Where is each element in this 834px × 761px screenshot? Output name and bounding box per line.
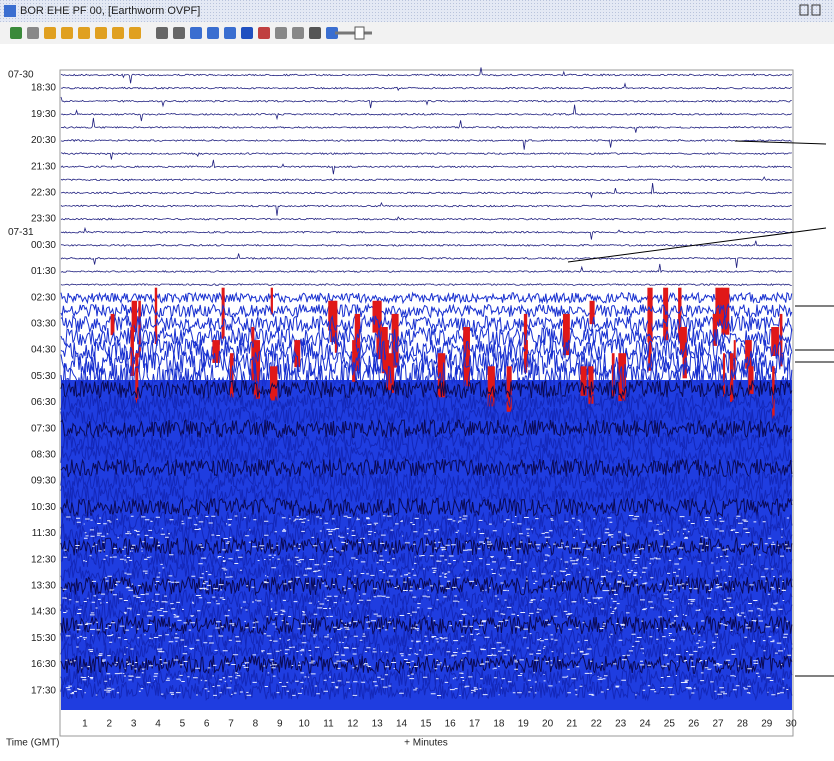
toolbar-button[interactable] [173, 27, 185, 39]
x-tick-label: 13 [372, 719, 384, 730]
x-tick-label: 27 [712, 719, 724, 730]
time-label: 17:30 [31, 685, 56, 696]
toolbar-button[interactable] [78, 27, 90, 39]
time-label: 14:30 [31, 607, 56, 618]
time-label: 02:30 [31, 292, 56, 303]
app-icon [4, 5, 16, 17]
time-label: 07:30 [31, 423, 56, 434]
date-label: 07-30 [8, 70, 34, 81]
x-tick-label: 1 [82, 719, 88, 730]
time-label: 20:30 [31, 135, 56, 146]
date-label: 07-31 [8, 227, 34, 238]
time-label: 04:30 [31, 345, 56, 356]
x-tick-label: 29 [761, 719, 773, 730]
time-label: 15:30 [31, 633, 56, 644]
x-tick-label: 4 [155, 719, 161, 730]
time-label: 09:30 [31, 476, 56, 487]
toolbar-button[interactable] [207, 27, 219, 39]
time-label: 01:30 [31, 266, 56, 277]
x-tick-label: 14 [396, 719, 408, 730]
time-label: 03:30 [31, 319, 56, 330]
toolbar-button[interactable] [112, 27, 124, 39]
clipped-spike [222, 288, 225, 339]
toolbar-button[interactable] [95, 27, 107, 39]
toolbar-button[interactable] [27, 27, 39, 39]
time-label: 08:30 [31, 450, 56, 461]
toolbar-button[interactable] [292, 27, 304, 39]
time-label: 10:30 [31, 502, 56, 513]
x-tick-label: 24 [639, 719, 651, 730]
x-tick-label: 20 [542, 719, 554, 730]
x-tick-label: 6 [204, 719, 210, 730]
x-tick-label: 11 [323, 719, 334, 730]
x-axis-label: + Minutes [404, 738, 448, 749]
clipped-spike [270, 366, 277, 400]
x-tick-label: 21 [566, 719, 578, 730]
toolbar-button[interactable] [241, 27, 253, 39]
x-tick-label: 7 [228, 719, 234, 730]
page: BOR EHE PF 00, [Earthworm OVPF] 07-30 07-… [0, 0, 834, 756]
time-label: 00:30 [31, 240, 56, 251]
toolbar-button[interactable] [156, 27, 168, 39]
window: BOR EHE PF 00, [Earthworm OVPF] 07-30 07-… [0, 0, 834, 756]
time-label: 12:30 [31, 554, 56, 565]
x-tick-label: 26 [688, 719, 700, 730]
time-label: 19:30 [31, 109, 56, 120]
x-tick-label: 28 [737, 719, 749, 730]
toolbar-button[interactable] [129, 27, 141, 39]
time-label: 18:30 [31, 83, 56, 94]
y-axis-label: Time (GMT) [6, 738, 60, 749]
x-tick-label: 19 [518, 719, 530, 730]
x-tick-label: 12 [347, 719, 359, 730]
x-tick-label: 15 [420, 719, 432, 730]
x-tick-label: 23 [615, 719, 627, 730]
time-label: 23:30 [31, 214, 56, 225]
x-tick-label: 2 [107, 719, 113, 730]
toolbar-button[interactable] [61, 27, 73, 39]
time-label: 06:30 [31, 397, 56, 408]
toolbar [0, 22, 834, 44]
slider-thumb[interactable] [355, 27, 364, 39]
time-label: 16:30 [31, 659, 56, 670]
toolbar-button[interactable] [190, 27, 202, 39]
time-label: 22:30 [31, 188, 56, 199]
x-tick-label: 10 [299, 719, 311, 730]
toolbar-button[interactable] [44, 27, 56, 39]
x-tick-label: 5 [180, 719, 186, 730]
x-tick-label: 30 [786, 719, 798, 730]
x-tick-label: 18 [493, 719, 505, 730]
toolbar-button[interactable] [10, 27, 22, 39]
window-title: BOR EHE PF 00, [Earthworm OVPF] [20, 5, 200, 17]
x-tick-label: 8 [253, 719, 259, 730]
toolbar-button[interactable] [258, 27, 270, 39]
toolbar-button[interactable] [309, 27, 321, 39]
time-label: 13:30 [31, 581, 56, 592]
x-tick-label: 3 [131, 719, 137, 730]
x-tick-label: 22 [591, 719, 603, 730]
time-label: 21:30 [31, 161, 56, 172]
x-tick-label: 17 [469, 719, 481, 730]
x-tick-label: 9 [277, 719, 283, 730]
x-tick-label: 25 [664, 719, 676, 730]
x-tick-label: 16 [445, 719, 457, 730]
toolbar-button[interactable] [224, 27, 236, 39]
time-label: 11:30 [32, 528, 57, 539]
time-label: 05:30 [31, 371, 56, 382]
toolbar-button[interactable] [275, 27, 287, 39]
